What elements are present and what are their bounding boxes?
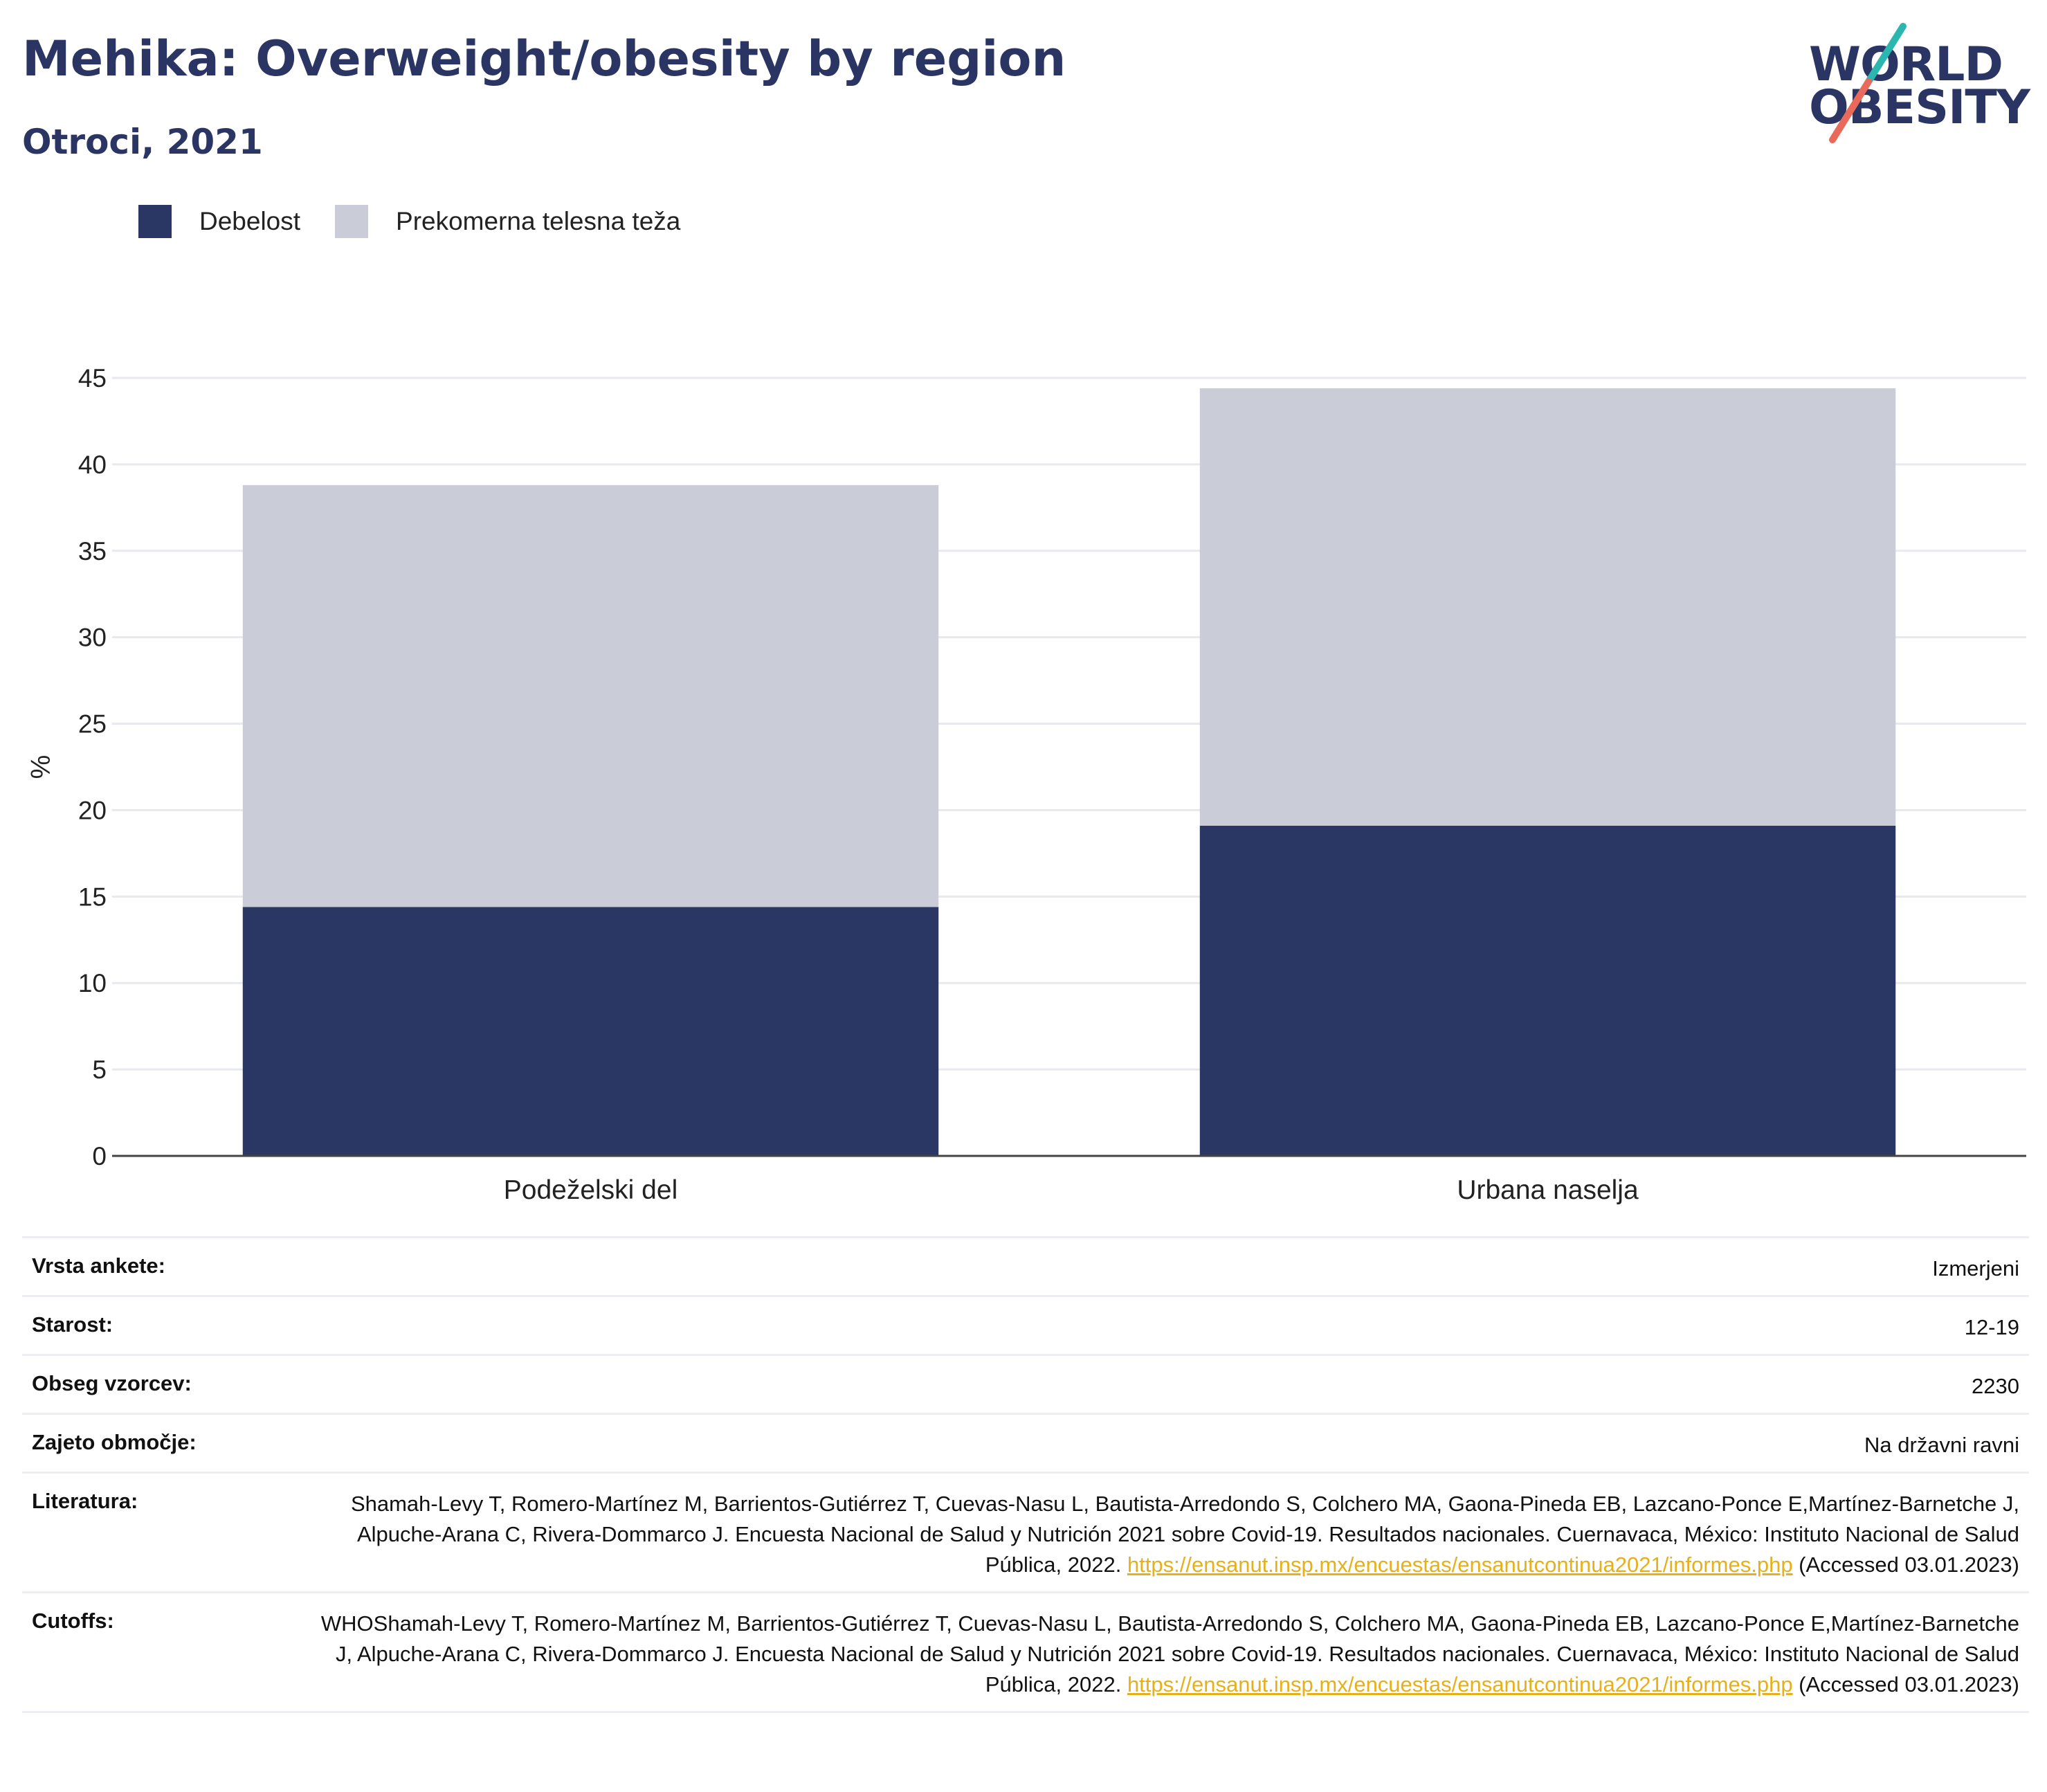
info-value: 2230	[1972, 1371, 2019, 1402]
info-value-text: 2230	[1972, 1374, 2019, 1398]
info-value-text: Izmerjeni	[1932, 1256, 2019, 1280]
logo-slash-icon	[1829, 23, 1907, 143]
y-tick-label: 25	[78, 710, 107, 739]
y-tick-label: 0	[92, 1142, 107, 1170]
info-row: Obseg vzorcev: 2230	[22, 1354, 2029, 1413]
info-key: Zajeto območje:	[32, 1430, 197, 1454]
reference-link[interactable]: https://ensanut.insp.mx/encuestas/ensanu…	[1127, 1553, 1793, 1577]
legend-swatch-debelost	[138, 205, 172, 238]
info-row: Starost: 12-19	[22, 1295, 2029, 1354]
info-value: WHOShamah-Levy T, Romero-Martínez M, Bar…	[317, 1609, 2019, 1700]
survey-info-table: Vrsta ankete: Izmerjeni Starost: 12-19 Obseg…	[22, 1236, 2029, 1713]
y-tick-label: 40	[78, 451, 107, 479]
bar-debelost-1	[242, 907, 939, 1156]
x-category-label: Urbana naselja	[1457, 1175, 1639, 1205]
y-axis-title: %	[26, 755, 56, 779]
info-row: Vrsta ankete: Izmerjeni	[22, 1236, 2029, 1295]
y-tick-label: 35	[78, 537, 107, 565]
bar-debelost-2	[1199, 825, 1896, 1156]
y-tick-label: 30	[78, 624, 107, 652]
y-tick-label: 10	[78, 969, 107, 997]
info-key: Literatura:	[32, 1489, 138, 1513]
info-key: Obseg vzorcev:	[32, 1371, 192, 1395]
logo-line-1: WORLD	[1809, 37, 2003, 92]
legend-item-prekomerna[interactable]: Prekomerna telesna teža	[335, 205, 680, 238]
info-value: Shamah-Levy T, Romero-Martínez M, Barrie…	[317, 1489, 2019, 1580]
accessed-date: (Accessed 03.01.2023)	[1792, 1553, 2019, 1577]
page-title: Mehika: Overweight/obesity by region	[22, 30, 1066, 87]
info-value: Izmerjeni	[1932, 1254, 2019, 1284]
x-category-label: Podeželski del	[504, 1175, 677, 1205]
accessed-date: (Accessed 03.01.2023)	[1792, 1672, 2019, 1696]
y-tick-label: 20	[78, 796, 107, 824]
legend-label: Prekomerna telesna teža	[396, 207, 681, 235]
bar-prekomerna-2	[1199, 388, 1896, 826]
page-subtitle: Otroci, 2021	[22, 122, 263, 162]
chart-legend: Debelost Prekomerna telesna teža	[138, 205, 715, 238]
info-row: Zajeto območje: Na državni ravni	[22, 1413, 2029, 1472]
info-key: Starost:	[32, 1312, 113, 1337]
info-value-text: 12-19	[1964, 1315, 2019, 1339]
reference-link[interactable]: https://ensanut.insp.mx/encuestas/ensanu…	[1127, 1672, 1793, 1696]
info-value: Na državni ravni	[1864, 1430, 2019, 1460]
info-value-text: Shamah-Levy T, Romero-Martínez M, Barrie…	[350, 1492, 2019, 1577]
legend-label: Debelost	[199, 207, 301, 235]
y-tick-label: 5	[92, 1056, 107, 1084]
y-tick-label: 15	[78, 883, 107, 911]
info-value: 12-19	[1965, 1312, 2019, 1343]
info-key: Cutoffs:	[32, 1609, 114, 1633]
info-key: Vrsta ankete:	[32, 1254, 165, 1278]
y-tick-label: 45	[78, 364, 107, 392]
info-row: Literatura: Shamah-Levy T, Romero-Martíne…	[22, 1472, 2029, 1591]
legend-item-debelost[interactable]: Debelost	[138, 205, 300, 238]
stacked-bar-chart: 0 5 10 15 20 25 30 35 40 45 Podeželski del Urbana n…	[26, 364, 2026, 1205]
bar-prekomerna-1	[242, 485, 939, 907]
world-obesity-logo: WORLD OBESITY	[1799, 21, 2035, 145]
info-row: Cutoffs: WHOShamah-Levy T, Romero-Martíne…	[22, 1591, 2029, 1713]
info-value-text: WHOShamah-Levy T, Romero-Martínez M, Bar…	[320, 1611, 2019, 1696]
legend-swatch-prekomerna	[335, 205, 369, 238]
info-value-text: Na državni ravni	[1864, 1433, 2019, 1457]
